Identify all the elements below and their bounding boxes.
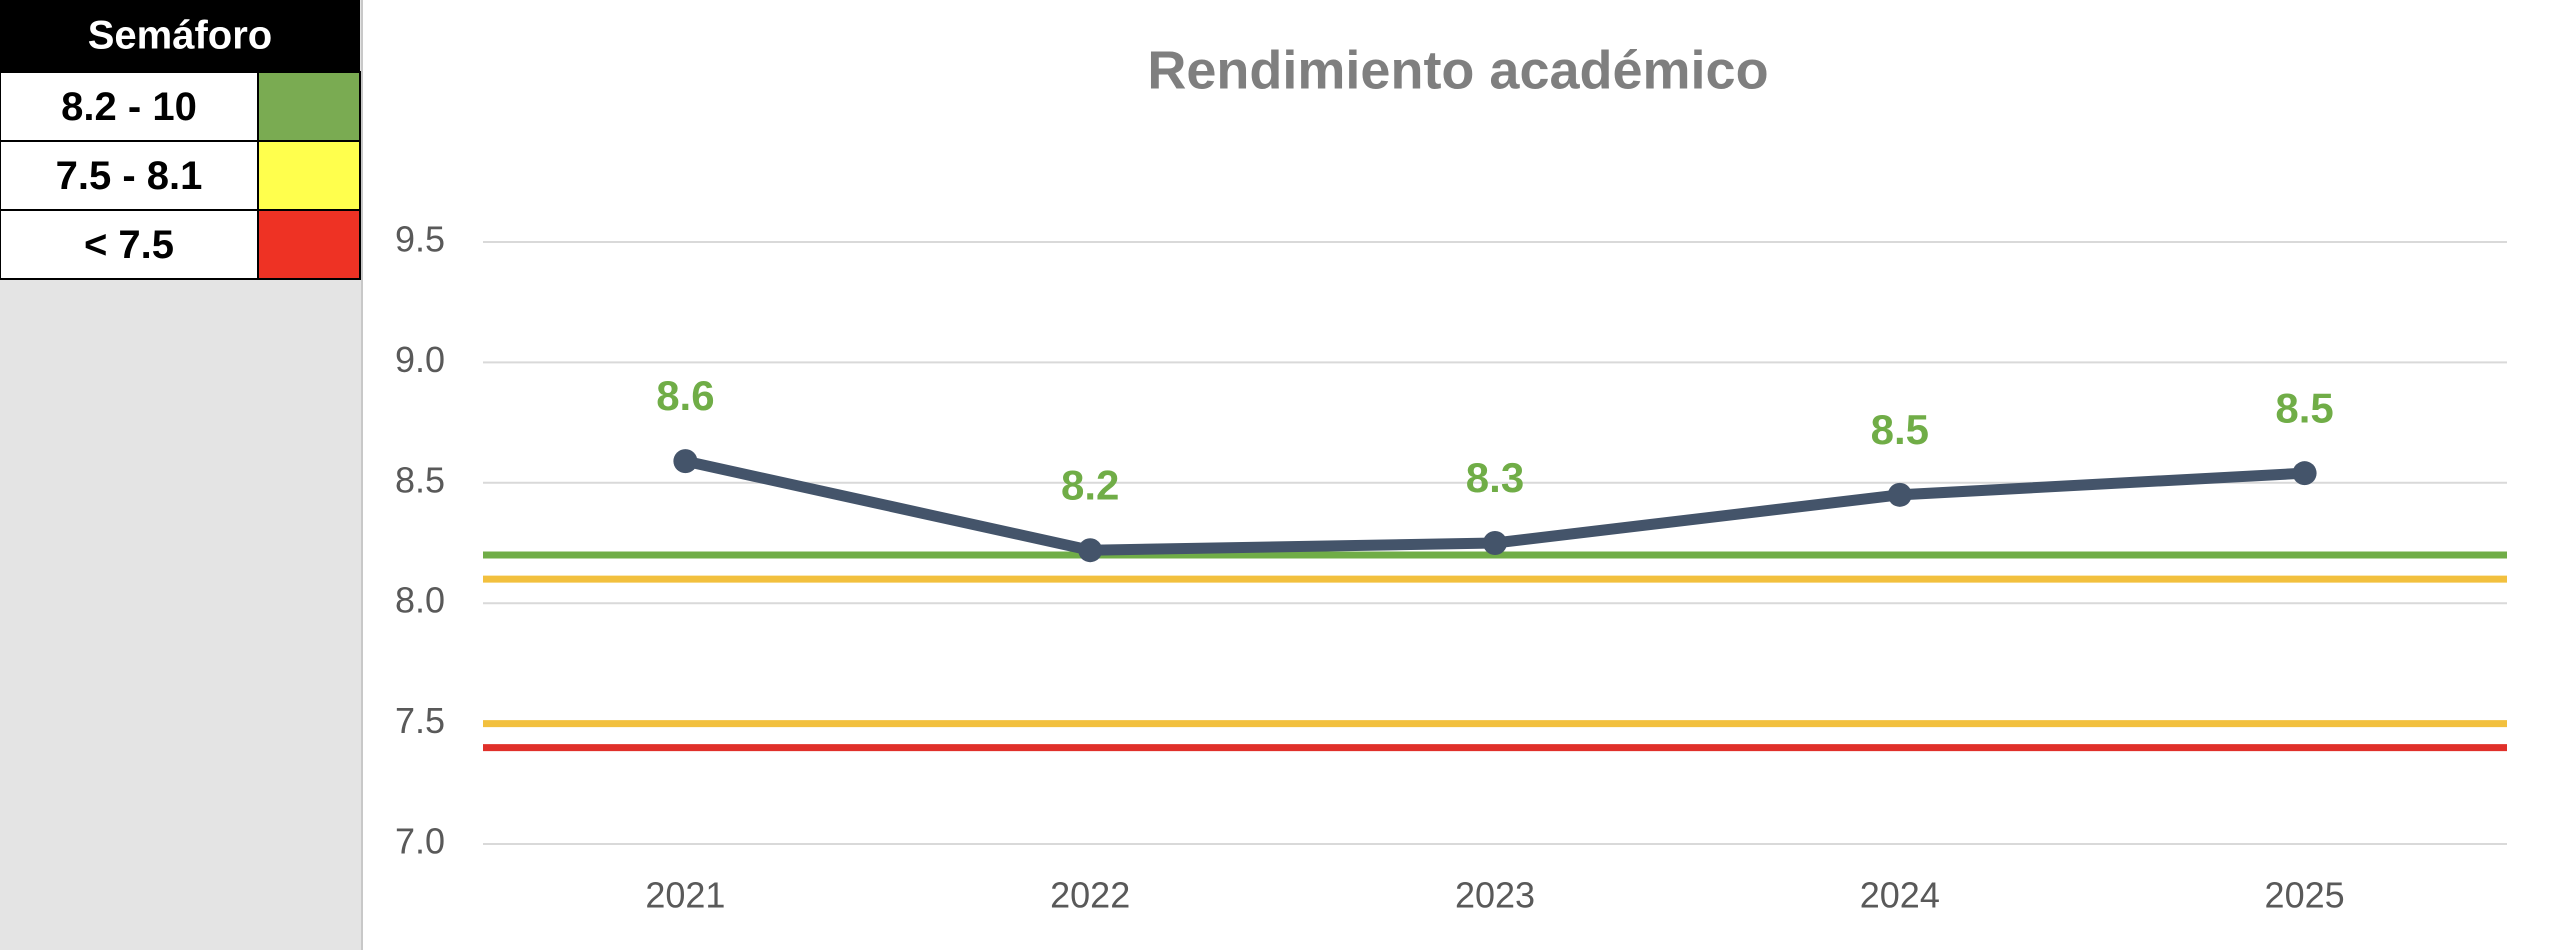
table-cell [0,209,259,280]
data-label: 8.6 [656,372,714,419]
table-header [0,0,360,72]
y-tick-label: 8.5 [395,459,445,500]
data-point [673,449,698,474]
table-cell [0,140,259,211]
table-title: Semáforo [88,14,273,58]
x-tick-label: 2025 [2265,875,2345,916]
color-swatch [257,209,361,280]
y-tick-label: 7.5 [395,700,445,741]
chart-title: Rendimiento académico [1147,40,1768,100]
data-label: 8.3 [1466,454,1524,501]
y-tick-label: 8.0 [395,580,445,621]
x-tick-label: 2021 [645,875,725,916]
table-label: 7.5 - 8.1 [56,154,203,198]
y-tick-label: 9.5 [395,219,445,260]
data-label: 8.5 [2275,384,2333,431]
data-point [1078,538,1103,563]
y-tick-label: 7.0 [395,821,445,862]
y-tick-label: 9.0 [395,339,445,380]
x-tick-label: 2024 [1860,875,1940,916]
data-point [2292,461,2317,486]
data-label: 8.2 [1061,461,1119,508]
data-point [1483,531,1507,555]
x-tick-label: 2022 [1050,875,1130,916]
color-swatch [257,140,361,211]
data-label: 8.5 [1871,406,1929,453]
color-swatch [257,71,361,142]
table-label: < 7.5 [84,223,174,267]
data-point [1887,482,1912,507]
table-label: 8.2 - 10 [61,85,197,129]
x-tick-label: 2023 [1455,875,1535,916]
